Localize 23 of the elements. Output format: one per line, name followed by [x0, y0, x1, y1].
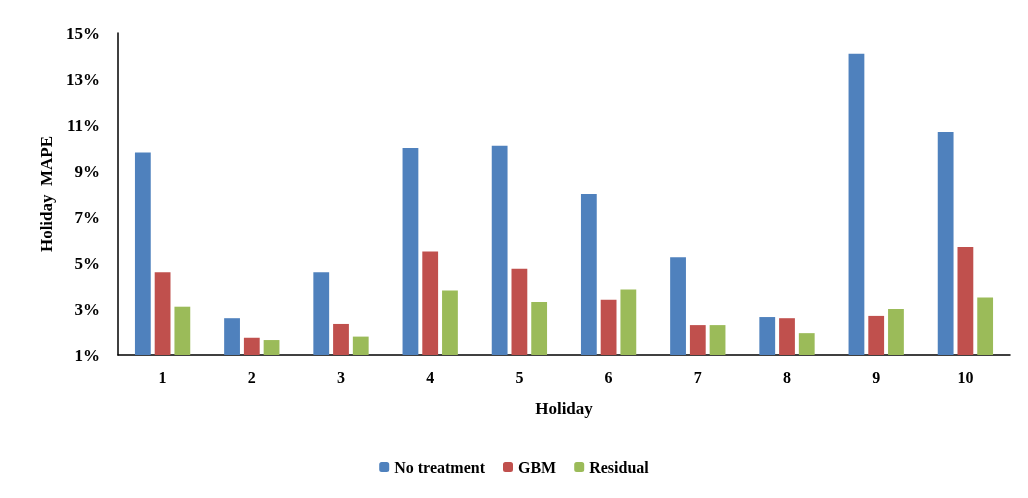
- y-tick-label: 5%: [74, 253, 100, 273]
- x-tick-label: 10: [957, 368, 974, 386]
- y-tick-label: 1%: [74, 345, 100, 365]
- x-tick-label: 1: [158, 368, 167, 386]
- y-tick-label: 13%: [66, 69, 100, 89]
- x-tick-label: 3: [337, 368, 345, 386]
- legend-label: GBM: [518, 458, 557, 476]
- x-tick-label: 7: [693, 368, 702, 386]
- y-tick-label: 7%: [74, 207, 100, 227]
- x-axis-title: Holiday: [535, 399, 594, 418]
- x-tick-label: 5: [515, 368, 524, 386]
- x-tick-label: 4: [426, 368, 435, 386]
- y-tick-label: 11%: [66, 115, 100, 135]
- y-tick-label: 9%: [74, 161, 100, 181]
- y-tick-label: 3%: [74, 299, 100, 319]
- x-tick-label: 2: [247, 368, 256, 386]
- legend-label: No treatment: [394, 458, 486, 476]
- legend-label: Residual: [589, 458, 650, 476]
- x-tick-label: 6: [604, 368, 613, 386]
- y-axis-title: Holiday MAPE: [37, 135, 57, 253]
- x-tick-label: 8: [783, 368, 791, 386]
- y-tick-label: 15%: [66, 23, 100, 43]
- x-tick-label: 9: [872, 368, 881, 386]
